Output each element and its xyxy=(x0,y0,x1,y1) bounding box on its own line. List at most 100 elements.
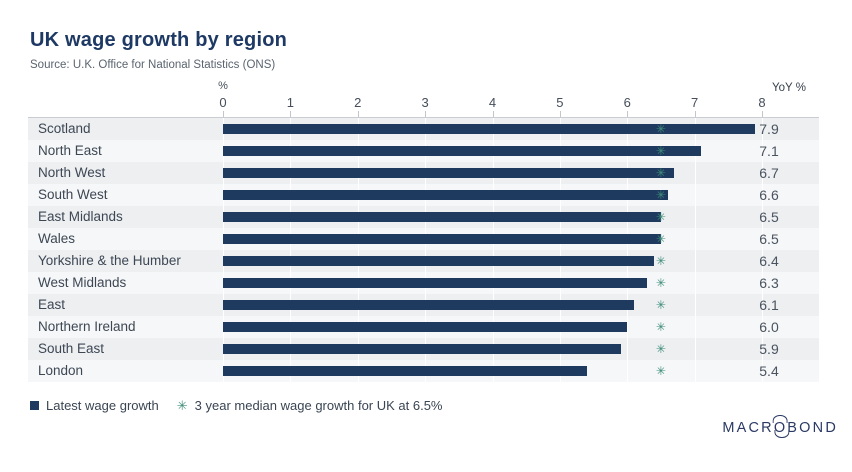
yoy-value: 6.4 xyxy=(759,252,779,269)
yoy-value: 7.1 xyxy=(759,142,779,159)
table-row: Yorkshire & the Humber ✳ 6.4 xyxy=(28,250,819,272)
wage-growth-bar xyxy=(223,256,655,266)
median-marker-icon: ✳ xyxy=(655,231,666,246)
wage-growth-bar xyxy=(223,190,668,200)
legend: Latest wage growth ✳ 3 year median wage … xyxy=(30,398,443,413)
axis-tick-mark xyxy=(627,111,629,117)
table-row: East ✳ 6.1 xyxy=(28,294,819,316)
median-marker-icon: ✳ xyxy=(655,165,666,180)
asterisk-icon: ✳ xyxy=(176,398,188,413)
wage-growth-bar xyxy=(223,278,648,288)
yoy-value: 6.6 xyxy=(759,186,779,203)
median-marker-icon: ✳ xyxy=(655,253,666,268)
wage-growth-bar xyxy=(223,146,702,156)
gridline xyxy=(559,118,561,382)
yoy-value: 7.9 xyxy=(759,120,779,137)
axis-tick-label: 3 xyxy=(421,95,429,110)
median-marker-icon: ✳ xyxy=(655,341,666,356)
axis-tick-label: 4 xyxy=(488,95,497,110)
wage-growth-bar xyxy=(223,212,661,222)
region-label: London xyxy=(38,363,84,378)
yoy-value: 6.5 xyxy=(759,230,779,247)
yoy-value: 6.1 xyxy=(759,296,779,313)
median-marker-icon: ✳ xyxy=(655,363,666,378)
bar-swatch-icon xyxy=(30,401,39,410)
logo-text: O xyxy=(773,420,788,436)
table-row: London ✳ 5.4 xyxy=(28,360,819,382)
median-marker-icon: ✳ xyxy=(655,121,666,136)
region-label: Scotland xyxy=(38,121,91,136)
yoy-value: 5.4 xyxy=(759,362,779,379)
table-row: North East ✳ 7.1 xyxy=(28,140,819,162)
wage-growth-bar xyxy=(223,366,587,376)
table-row: West Midlands ✳ 6.3 xyxy=(28,272,819,294)
median-marker-icon: ✳ xyxy=(655,209,666,224)
table-row: Northern Ireland ✳ 6.0 xyxy=(28,316,819,338)
region-label: North East xyxy=(38,143,102,158)
legend-item-label: 3 year median wage growth for UK at 6.5% xyxy=(194,398,443,413)
gridline xyxy=(627,118,629,382)
region-label: North West xyxy=(38,165,106,180)
axis-tick-label: 6 xyxy=(623,95,631,110)
yoy-value: 6.5 xyxy=(759,208,779,225)
axis-tick-label: 5 xyxy=(556,95,564,110)
region-label: Northern Ireland xyxy=(38,319,136,334)
region-label: Wales xyxy=(38,231,76,246)
wage-growth-bar xyxy=(223,168,675,178)
axis-unit-label: % xyxy=(218,80,228,92)
legend-item-latest-wage-growth: Latest wage growth xyxy=(30,398,159,413)
median-marker-icon: ✳ xyxy=(655,319,666,334)
gridline xyxy=(290,118,292,382)
axis-tick-mark xyxy=(357,111,359,117)
page-title: UK wage growth by region xyxy=(30,29,288,51)
gridline xyxy=(762,118,763,382)
median-marker-icon: ✳ xyxy=(655,297,666,312)
chart-source: Source: U.K. Office for National Statist… xyxy=(30,59,276,71)
region-label: East Midlands xyxy=(38,209,123,224)
yoy-axis-label: YoY % xyxy=(772,82,806,94)
axis-tick-mark xyxy=(694,111,696,117)
axis-tick-label: 2 xyxy=(354,95,362,110)
axis-tick-mark xyxy=(762,111,763,117)
region-label: South East xyxy=(38,341,105,356)
wage-growth-bar xyxy=(223,344,621,354)
median-marker-icon: ✳ xyxy=(655,275,666,290)
axis-tick-label: 8 xyxy=(758,95,766,110)
wage-growth-bar xyxy=(223,300,634,310)
region-label: East xyxy=(38,297,66,312)
plot-area: Scotland ✳ 7.9 North East ✳ 7.1 North West ✳ 6.7… xyxy=(28,118,819,382)
yoy-value: 6.7 xyxy=(759,164,779,181)
wage-growth-bar xyxy=(223,124,756,134)
median-marker-icon: ✳ xyxy=(655,143,666,158)
legend-item-median-marker: ✳ 3 year median wage growth for UK at 6.… xyxy=(177,398,443,413)
macrobond-logo: MACROBOND xyxy=(722,420,838,436)
axis-tick-mark xyxy=(559,111,561,117)
median-marker-icon: ✳ xyxy=(655,187,666,202)
logo-text: MACR xyxy=(722,420,774,436)
gridline xyxy=(492,118,494,382)
yoy-value: 6.3 xyxy=(759,274,779,291)
legend-item-label: Latest wage growth xyxy=(46,398,159,413)
wage-growth-bar xyxy=(223,322,628,332)
axis-tick-label: 0 xyxy=(219,95,227,110)
axis-line xyxy=(28,117,819,118)
gridline xyxy=(694,118,696,382)
table-row: Scotland ✳ 7.9 xyxy=(28,118,819,140)
logo-o-icon: O xyxy=(774,420,787,436)
axis-tick-mark xyxy=(492,111,494,117)
table-row: Wales ✳ 6.5 xyxy=(28,228,819,250)
region-label: South West xyxy=(38,187,108,202)
axis-tick-mark xyxy=(223,111,224,117)
table-row: East Midlands ✳ 6.5 xyxy=(28,206,819,228)
gridline xyxy=(357,118,359,382)
yoy-value: 5.9 xyxy=(759,340,779,357)
axis-tick-label: 7 xyxy=(691,95,699,110)
axis-tick-mark xyxy=(290,111,292,117)
table-row: South West ✳ 6.6 xyxy=(28,184,819,206)
gridline xyxy=(425,118,427,382)
wage-growth-bar xyxy=(223,234,661,244)
table-row: North West ✳ 6.7 xyxy=(28,162,819,184)
region-label: West Midlands xyxy=(38,275,127,290)
yoy-value: 6.0 xyxy=(759,318,779,335)
